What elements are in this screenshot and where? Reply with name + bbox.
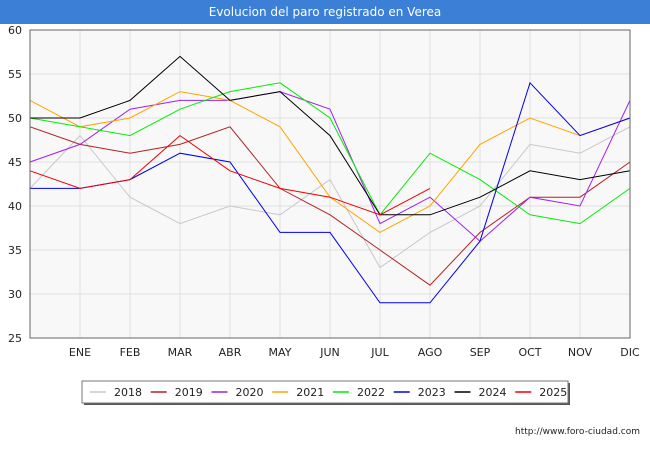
grid [30,29,631,339]
chart-title: Evolucion del paro registrado en Verea [0,0,650,24]
y-tick-label: 60 [8,24,22,37]
series-line-2020 [29,91,631,242]
line-chart: 25 30 35 40 45 50 55 60 ENE FEB MAR ABR MAY JUN JUL AG… [8,24,640,405]
source-url[interactable]: http://www.foro-ciudad.com [515,427,640,437]
x-tick-label: DIC [620,346,640,359]
legend-label-2020: 2020 [236,386,264,399]
legend-label-2025: 2025 [539,386,567,399]
y-tick-label: 55 [8,68,22,81]
y-tick-label: 25 [8,332,22,345]
y-tick-label: 50 [8,112,22,125]
legend-label-2023: 2023 [418,386,446,399]
legend: 2018 2019 2020 2021 2022 2023 2024 2025 [81,380,570,405]
legend-label-2018: 2018 [114,386,142,399]
x-tick-label: NOV [568,346,593,359]
x-tick-label: OCT [518,346,541,359]
series-line-2018 [29,126,631,269]
y-axis-ticks: 25 30 35 40 45 50 55 60 [8,24,22,345]
legend-box [81,380,569,404]
x-tick-label: AGO [418,346,443,359]
y-tick-label: 45 [8,156,22,169]
plot-border [29,29,631,339]
legend-label-2024: 2024 [479,386,507,399]
x-axis-ticks: ENE FEB MAR ABR MAY JUN JUL AGO SEP OCT NOV DIC [69,346,640,359]
series-line-2022 [29,82,631,225]
x-tick-label: ABR [219,346,242,359]
y-tick-label: 35 [8,244,22,257]
x-tick-label: JUL [370,346,389,359]
x-tick-label: ENE [69,346,91,359]
x-tick-label: SEP [470,346,491,359]
series-lines [29,55,631,304]
legend-label-2022: 2022 [357,386,385,399]
x-tick-label: MAY [269,346,292,359]
chart-area: 25 30 35 40 45 50 55 60 ENE FEB MAR ABR MAY JUN JUL AG… [0,24,650,450]
x-tick-label: JUN [319,346,340,359]
x-tick-label: FEB [120,346,141,359]
y-tick-label: 30 [8,288,22,301]
series-line-2024 [30,55,631,216]
legend-label-2021: 2021 [296,386,324,399]
legend-label-2019: 2019 [175,386,203,399]
series-line-2025 [29,134,431,216]
y-tick-label: 40 [8,200,22,213]
x-tick-label: MAR [168,346,193,359]
